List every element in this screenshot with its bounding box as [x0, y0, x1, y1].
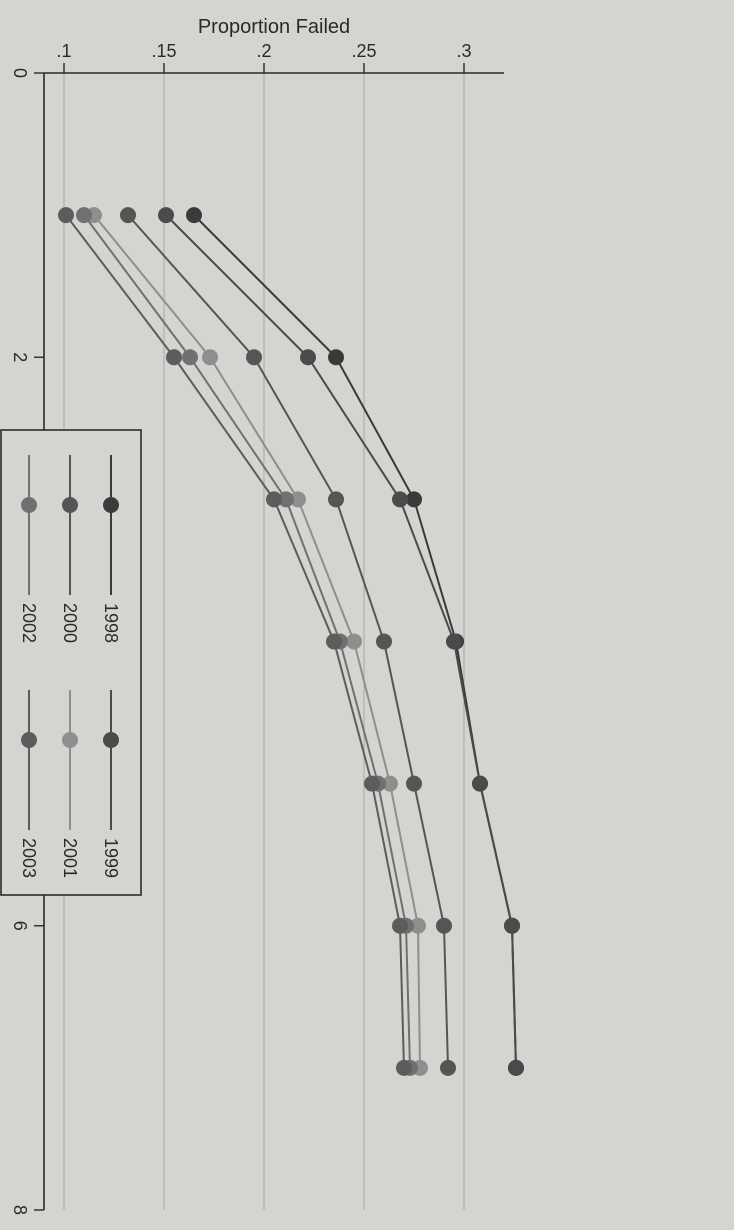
data-point-2003 — [58, 207, 74, 224]
data-point-1998 — [186, 207, 202, 224]
legend-label-2003: 2003 — [19, 838, 39, 878]
x-tick-label: 0 — [10, 68, 30, 78]
y-tick-label: .25 — [351, 41, 376, 61]
data-point-2003 — [166, 349, 182, 366]
series-group — [58, 207, 524, 1076]
data-point-1999 — [446, 633, 462, 650]
data-point-2000 — [406, 775, 422, 792]
data-point-2000 — [328, 491, 344, 508]
y-axis-title: Proportion Failed — [198, 16, 350, 38]
data-point-2000 — [436, 917, 452, 934]
data-point-2002 — [278, 491, 294, 508]
data-point-2003 — [266, 491, 282, 508]
data-point-2001 — [382, 775, 398, 792]
y-tick-label: .1 — [56, 41, 71, 61]
data-point-2003 — [396, 1059, 412, 1076]
legend-label-2002: 2002 — [19, 603, 39, 643]
x-tick-label: 2 — [10, 352, 30, 362]
legend-label-1999: 1999 — [101, 838, 121, 878]
data-point-2000 — [376, 633, 392, 650]
data-point-1999 — [472, 775, 488, 792]
data-point-1999 — [504, 917, 520, 934]
data-point-1999 — [158, 207, 174, 224]
x-tick-label: 6 — [10, 921, 30, 931]
legend-label-2001: 2001 — [60, 838, 80, 878]
y-tick-label: .15 — [151, 41, 176, 61]
y-tick-label: .3 — [456, 41, 471, 61]
x-tick-label: 8 — [10, 1205, 30, 1215]
data-point-2003 — [392, 917, 408, 934]
data-point-1999 — [392, 491, 408, 508]
data-point-2002 — [182, 349, 198, 366]
data-point-1998 — [328, 349, 344, 366]
data-point-1998 — [406, 491, 422, 508]
legend-label-2000: 2000 — [60, 603, 80, 643]
legend-marker-2003 — [21, 732, 37, 748]
data-point-2001 — [202, 349, 218, 366]
data-point-2003 — [364, 775, 380, 792]
data-point-1999 — [300, 349, 316, 366]
data-point-2001 — [346, 633, 362, 650]
data-point-2000 — [120, 207, 136, 224]
legend-marker-2000 — [62, 497, 78, 513]
legend-marker-1998 — [103, 497, 119, 513]
legend-marker-2002 — [21, 497, 37, 513]
data-point-2001 — [290, 491, 306, 508]
y-tick-label: .2 — [256, 41, 271, 61]
legend-marker-2001 — [62, 732, 78, 748]
data-point-2000 — [440, 1059, 456, 1076]
data-point-2003 — [326, 633, 342, 650]
legend-box — [0, 429, 142, 896]
data-point-2001 — [410, 917, 426, 934]
data-point-2002 — [76, 207, 92, 224]
data-point-1999 — [508, 1059, 524, 1076]
legend-marker-1999 — [103, 732, 119, 748]
legend-label-1998: 1998 — [101, 603, 121, 643]
legend: 1998 1999 2000 2001 2002 2003 — [0, 429, 142, 896]
data-point-2000 — [246, 349, 262, 366]
